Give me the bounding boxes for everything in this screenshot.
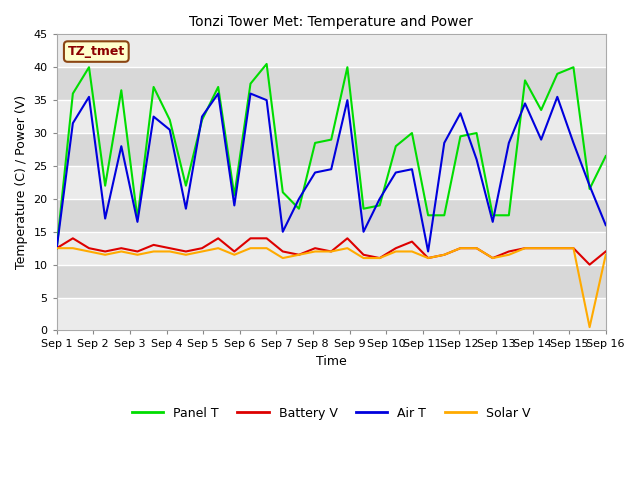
Text: TZ_tmet: TZ_tmet — [68, 45, 125, 58]
Legend: Panel T, Battery V, Air T, Solar V: Panel T, Battery V, Air T, Solar V — [127, 402, 536, 425]
Bar — [57, 100, 605, 133]
Bar — [57, 133, 605, 166]
Bar — [57, 264, 605, 298]
Y-axis label: Temperature (C) / Power (V): Temperature (C) / Power (V) — [15, 96, 28, 269]
Bar — [57, 67, 605, 100]
X-axis label: Time: Time — [316, 355, 347, 368]
Bar — [57, 35, 605, 67]
Bar — [57, 298, 605, 330]
Bar — [57, 199, 605, 232]
Title: Tonzi Tower Met: Temperature and Power: Tonzi Tower Met: Temperature and Power — [189, 15, 473, 29]
Bar — [57, 232, 605, 264]
Bar — [57, 166, 605, 199]
